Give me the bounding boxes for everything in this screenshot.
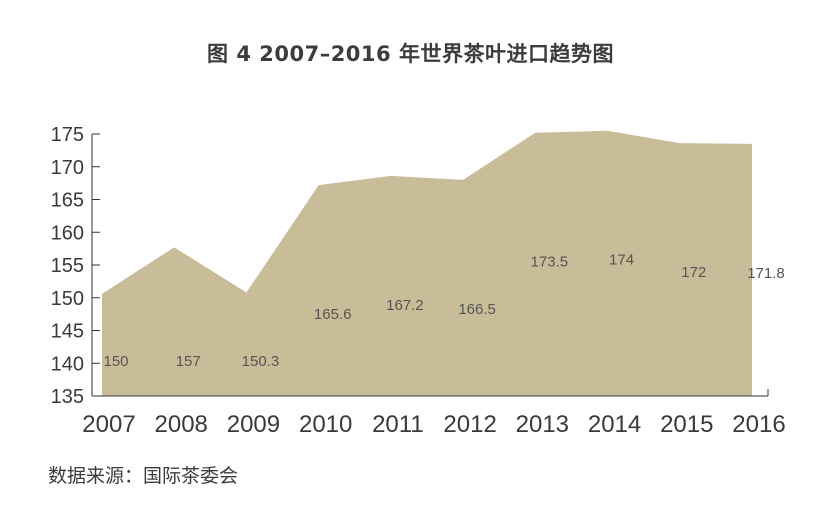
x-tick-label: 2007 xyxy=(82,411,135,438)
x-tick-label: 2010 xyxy=(299,411,352,438)
x-tick-label: 2013 xyxy=(516,411,569,438)
y-tick-label: 175 xyxy=(51,124,84,146)
x-tick-label: 2015 xyxy=(660,411,713,438)
x-tick-label: 2009 xyxy=(227,411,280,438)
x-tick-label: 2011 xyxy=(372,411,424,438)
x-tick-label: 2014 xyxy=(588,411,641,438)
data-label: 157 xyxy=(176,353,201,370)
data-label: 172 xyxy=(681,264,706,281)
y-tick-label: 155 xyxy=(51,255,84,277)
y-tick-label: 140 xyxy=(51,353,84,375)
y-tick-label: 145 xyxy=(51,321,84,343)
data-label: 150 xyxy=(103,353,128,370)
x-tick-label: 2008 xyxy=(155,411,208,438)
y-tick-label: 150 xyxy=(51,288,84,310)
chart-title: 图 4 2007–2016 年世界茶叶进口趋势图 xyxy=(207,42,614,66)
data-label: 174 xyxy=(609,252,634,269)
data-label: 167.2 xyxy=(386,297,424,314)
data-labels: 150 157 150.3 165.6 167.2 166.5 173.5 174 172 171… xyxy=(103,252,784,370)
x-tick-labels: 2007 2008 2009 2010 2011 2012 2013 2014 2015 2016 xyxy=(82,411,785,438)
area-series xyxy=(102,130,752,396)
data-label: 165.6 xyxy=(314,306,352,323)
x-tick-label: 2016 xyxy=(732,411,785,438)
area-layer xyxy=(101,130,753,396)
data-label: 166.5 xyxy=(458,301,496,318)
y-tick-label: 170 xyxy=(51,157,84,179)
x-tick-label: 2012 xyxy=(443,411,496,438)
y-tick-labels: 135 140 145 150 155 160 165 170 175 xyxy=(51,124,100,408)
y-tick-label: 135 xyxy=(51,386,84,408)
source-note: 数据来源：国际茶委会 xyxy=(48,465,239,487)
data-label: 150.3 xyxy=(242,353,280,370)
y-tick-label: 160 xyxy=(51,222,84,244)
data-label: 171.8 xyxy=(747,265,785,282)
y-tick-label: 165 xyxy=(51,190,84,212)
data-label: 173.5 xyxy=(531,254,569,271)
